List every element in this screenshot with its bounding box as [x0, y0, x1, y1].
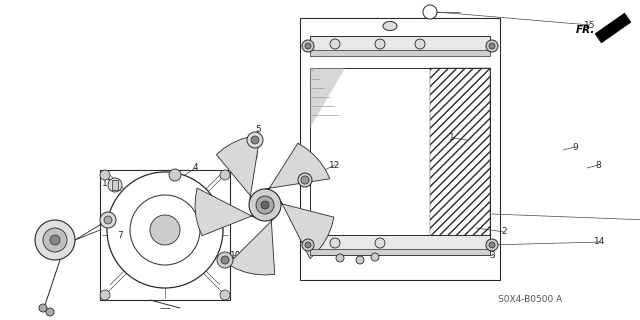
Circle shape [371, 253, 379, 261]
Circle shape [46, 308, 54, 316]
Circle shape [249, 189, 281, 221]
Circle shape [39, 304, 47, 312]
Circle shape [251, 136, 259, 144]
Text: 6: 6 [49, 230, 55, 239]
Circle shape [107, 172, 223, 288]
Circle shape [302, 239, 314, 251]
Circle shape [130, 195, 200, 265]
Text: 11: 11 [102, 179, 114, 188]
Circle shape [330, 238, 340, 248]
Circle shape [108, 178, 122, 192]
Bar [310, 249, 490, 255]
Bar [100, 170, 230, 300]
Circle shape [100, 290, 110, 300]
Circle shape [217, 252, 233, 268]
Text: FR.: FR. [575, 25, 595, 35]
Polygon shape [228, 218, 275, 275]
Circle shape [100, 212, 116, 228]
Circle shape [220, 290, 230, 300]
Text: 7: 7 [117, 230, 123, 239]
Circle shape [302, 40, 314, 52]
Polygon shape [195, 188, 256, 236]
Bar [112, 180, 118, 190]
Circle shape [336, 254, 344, 262]
Ellipse shape [383, 21, 397, 30]
Circle shape [221, 256, 229, 264]
Circle shape [356, 256, 364, 264]
Text: 3: 3 [489, 251, 495, 260]
Text: 9: 9 [572, 142, 578, 151]
Polygon shape [280, 200, 334, 259]
Circle shape [489, 43, 495, 49]
Circle shape [489, 242, 495, 248]
Circle shape [247, 132, 263, 148]
Circle shape [50, 235, 60, 245]
Text: 12: 12 [330, 161, 340, 170]
Circle shape [169, 169, 181, 181]
Polygon shape [595, 13, 631, 43]
Circle shape [43, 228, 67, 252]
Circle shape [261, 201, 269, 209]
Text: 2: 2 [501, 228, 507, 236]
Circle shape [375, 238, 385, 248]
Circle shape [220, 170, 230, 180]
Circle shape [423, 5, 437, 19]
Polygon shape [310, 68, 345, 128]
Text: 13: 13 [639, 215, 640, 225]
Bar [310, 36, 490, 52]
Circle shape [305, 242, 311, 248]
Circle shape [256, 196, 274, 214]
Circle shape [298, 173, 312, 187]
Circle shape [35, 220, 75, 260]
Polygon shape [216, 135, 260, 201]
Text: 1: 1 [449, 133, 455, 142]
Polygon shape [264, 143, 330, 189]
Text: 15: 15 [584, 20, 596, 29]
Bar [310, 50, 490, 56]
Text: 10: 10 [230, 251, 242, 260]
Circle shape [375, 39, 385, 49]
Text: S0X4-B0500 A: S0X4-B0500 A [498, 295, 562, 305]
Text: 14: 14 [595, 237, 605, 246]
Circle shape [150, 215, 180, 245]
Circle shape [415, 39, 425, 49]
Circle shape [330, 39, 340, 49]
Circle shape [305, 43, 311, 49]
Circle shape [486, 40, 498, 52]
Bar [310, 235, 490, 255]
Bar [430, 68, 490, 255]
Text: 5: 5 [255, 125, 261, 134]
Bar [310, 68, 490, 255]
Circle shape [100, 170, 110, 180]
Text: 4: 4 [192, 164, 198, 172]
Circle shape [104, 216, 112, 224]
Circle shape [301, 176, 309, 184]
Circle shape [486, 239, 498, 251]
Text: 8: 8 [595, 161, 601, 170]
Bar [300, 18, 500, 280]
